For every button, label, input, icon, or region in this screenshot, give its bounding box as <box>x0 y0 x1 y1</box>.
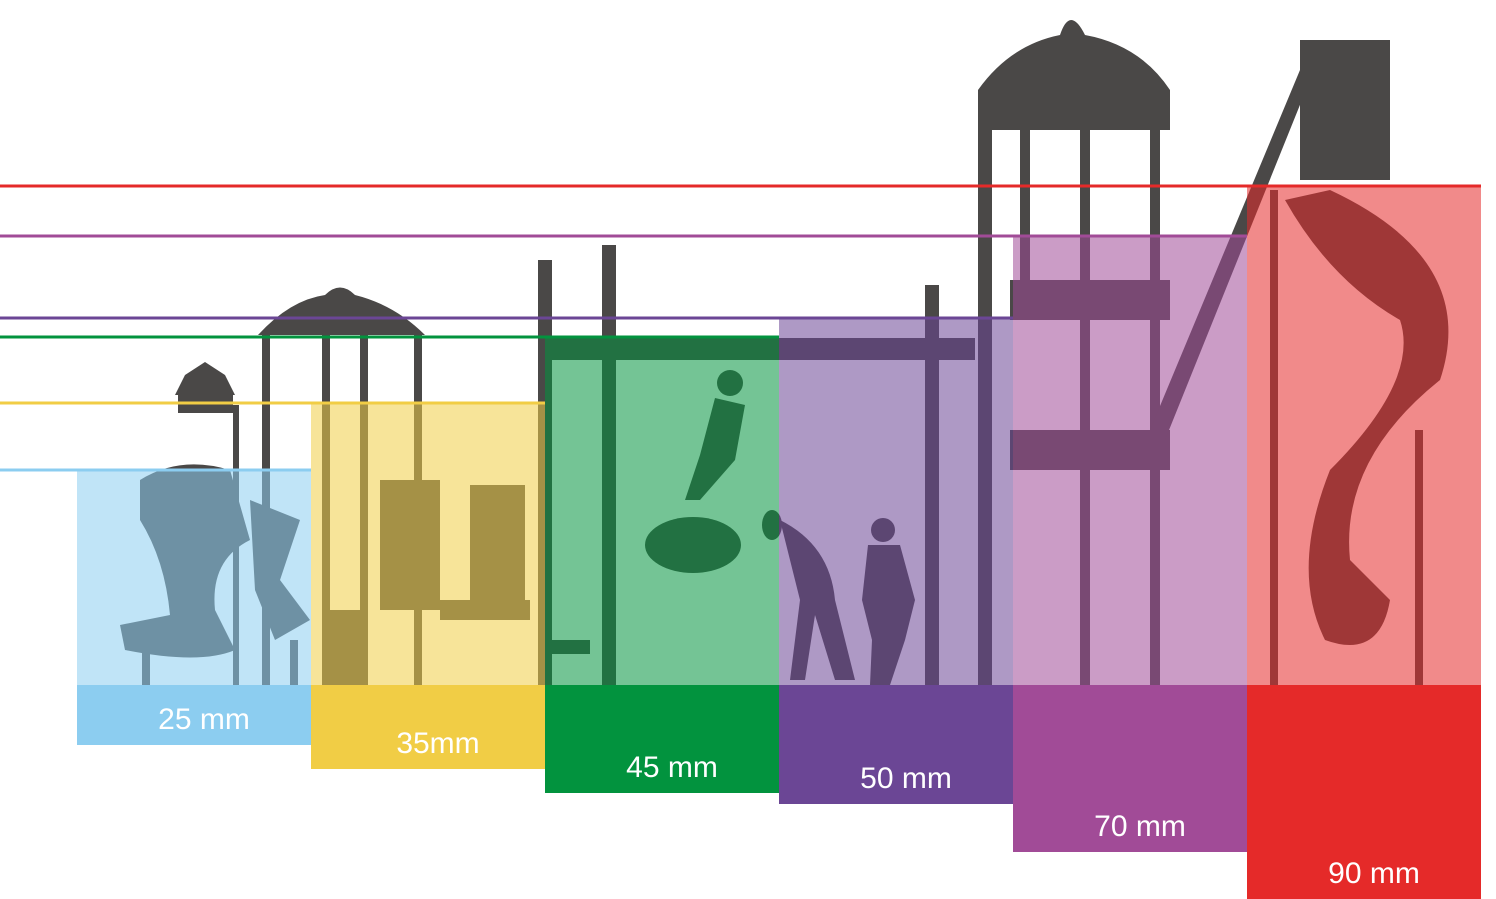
column-label: 45 mm <box>626 751 718 784</box>
column-fill <box>779 318 1013 685</box>
column-fill <box>1013 236 1247 685</box>
column-label: 35mm <box>396 727 479 760</box>
column-label: 70 mm <box>1094 810 1186 843</box>
page: 25 mm35mm45 mm50 mm70 mm90 mm (() => { c… <box>0 0 1496 899</box>
column-fill <box>1247 186 1481 685</box>
columns: 25 mm 35mm 45 mm 50 mm 70 mm 90 mm <box>0 186 1481 899</box>
column-label: 90 mm <box>1328 857 1420 890</box>
column-label: 50 mm <box>860 762 952 795</box>
column-fill <box>77 470 311 685</box>
column-fill <box>311 403 545 685</box>
column-label: 25 mm <box>158 703 250 736</box>
infographic: 25 mm 35mm 45 mm 50 mm 70 mm 90 mm <box>0 0 1496 899</box>
column-fill <box>545 337 779 685</box>
